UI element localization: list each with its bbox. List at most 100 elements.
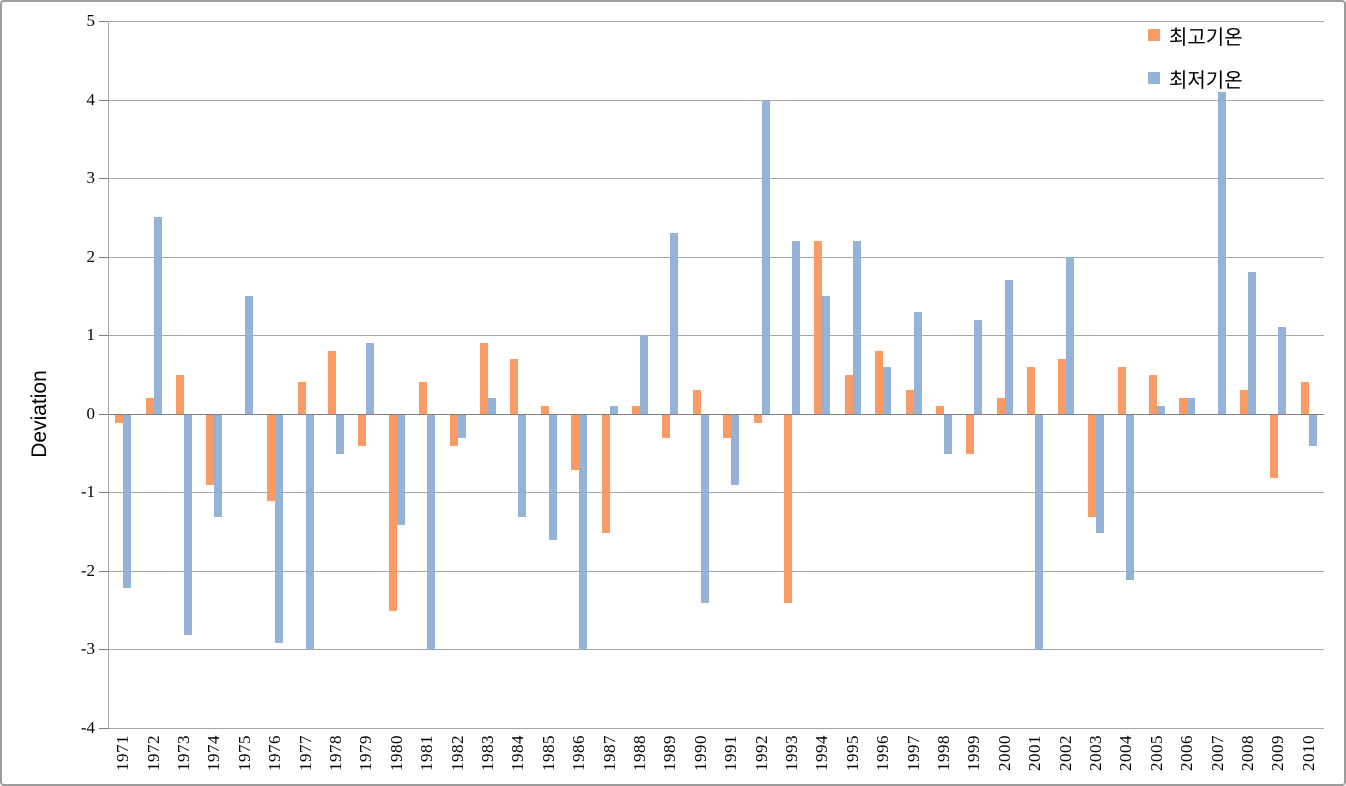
x-tick-label: 1971 [113,735,133,771]
y-axis-tick [99,256,109,258]
x-tick-label: 2008 [1238,735,1257,771]
x-tick-label: 1972 [143,735,163,771]
y-axis-tick [99,728,109,729]
y-tick-label: -3 [80,639,95,659]
bar-최고기온-2010 [1300,382,1309,414]
bar-최고기온-1983 [480,343,488,414]
bar-최저기온-2006 [1187,398,1196,414]
gridline [108,728,1324,729]
bar-최고기온-1999 [966,414,975,455]
y-axis-tick [99,99,109,101]
bar-최저기온-1971 [123,414,132,588]
legend-item-min: 최저기온 [1148,67,1243,92]
x-tick-label: 1978 [326,735,345,771]
x-tick-label: 1987 [599,735,619,771]
x-tick-label: 1991 [721,735,741,771]
bar-최고기온-1974 [206,414,215,486]
bar-최저기온-1997 [913,311,922,414]
gridline [108,570,1324,572]
bar-최고기온-1989 [662,414,671,439]
x-tick-label: 1981 [417,735,437,771]
gridline [108,178,1324,180]
bar-최고기온-2006 [1179,398,1188,414]
y-tick-label: -2 [80,560,95,580]
bar-최고기온-1991 [723,414,732,439]
bar-최고기온-2003 [1088,414,1096,517]
bar-최저기온-1980 [396,414,405,525]
x-tick-label: 1992 [751,735,771,771]
bar-최고기온-1998 [936,405,944,414]
bar-최저기온-1988 [640,335,648,414]
y-tick-label: 4 [86,89,96,109]
x-tick-label: 1995 [842,735,862,771]
x-tick-label: 1977 [295,735,315,771]
bar-최고기온-1984 [510,358,519,414]
bar-최저기온-1982 [457,414,466,439]
bar-최저기온-1989 [670,233,679,414]
legend-item-max: 최고기온 [1148,24,1243,49]
x-tick-label: 2006 [1177,735,1197,771]
bar-최저기온-1981 [427,414,436,651]
bar-최저기온-1999 [974,319,983,414]
bar-최고기온-2004 [1118,366,1127,414]
bar-최고기온-2000 [996,398,1005,414]
y-axis-tick [99,413,109,415]
bar-최고기온-1980 [388,414,397,612]
bar-최고기온-1995 [844,374,853,414]
x-tick-label: 1989 [660,735,680,771]
bar-최저기온-2009 [1278,327,1287,414]
bar-최고기온-1976 [267,414,276,502]
bar-최저기온-1991 [731,414,740,486]
y-tick-label: 0 [86,403,96,423]
bar-최저기온-1998 [944,414,952,455]
x-tick-label: 2000 [994,735,1014,771]
y-axis-tick [99,178,109,180]
bar-최저기온-2001 [1035,414,1044,651]
bar-최저기온-1996 [883,366,892,414]
x-tick-label: 2002 [1055,735,1075,771]
x-tick-label: 1975 [234,735,254,771]
gridline [108,21,1324,22]
x-tick-label: 1973 [174,735,193,771]
y-tick-label: -1 [80,482,95,502]
bar-최고기온-1994 [814,240,823,414]
bar-최고기온-1985 [540,405,549,414]
bar-최고기온-2001 [1027,366,1036,414]
y-axis-tick [99,649,109,651]
x-tick-label: 1990 [690,735,710,771]
gridline [108,335,1324,337]
x-tick-label: 1980 [386,735,406,771]
y-tick-label: -4 [80,718,95,737]
bar-최저기온-2008 [1248,272,1256,414]
bar-최고기온-2008 [1240,390,1248,414]
bar-최고기온-1996 [875,350,884,414]
gridline [108,649,1324,651]
x-tick-label: 2005 [1146,735,1166,771]
bar-최고기온-2002 [1057,358,1066,414]
y-tick-label: 2 [86,246,96,266]
bar-최고기온-1973 [176,374,184,414]
x-axis-zero-line [108,413,1324,415]
bar-최저기온-2000 [1004,280,1013,414]
bar-최저기온-2005 [1156,405,1165,414]
y-tick-label: 5 [86,11,96,30]
x-tick-label: 1984 [508,735,528,771]
legend-swatch-max-icon [1148,29,1160,41]
x-tick-label: 1982 [447,735,467,771]
bar-최저기온-1986 [579,414,588,651]
bar-최고기온-1977 [297,382,306,414]
bar-최저기온-1984 [518,414,527,517]
legend-label-max: 최고기온 [1169,26,1243,49]
bar-최저기온-1985 [548,414,557,541]
x-tick-label: 1994 [812,735,832,771]
y-tick-label: 3 [86,168,96,188]
bar-최고기온-1993 [784,414,792,604]
bar-최고기온-1982 [449,414,458,447]
bar-최고기온-1990 [692,390,701,414]
x-tick-label: 2010 [1298,735,1318,771]
bar-최저기온-1995 [852,240,861,414]
bar-최저기온-1990 [700,414,709,604]
y-axis-title: Deviation [28,370,51,458]
gridline [108,256,1324,258]
